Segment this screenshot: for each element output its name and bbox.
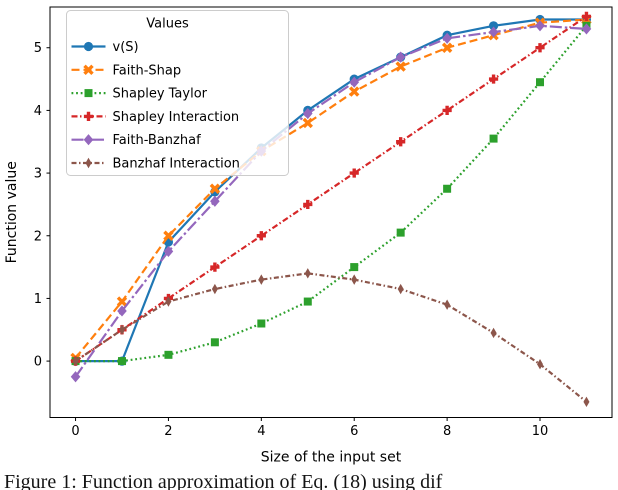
y-axis-ticks: 0 1 2 3 4 5 xyxy=(34,41,50,370)
y-tick-label: 4 xyxy=(34,104,42,119)
line-v-s xyxy=(75,18,587,363)
legend-item-shapley-interaction: Shapley Interaction xyxy=(71,110,240,125)
x-tick-label: 0 xyxy=(71,424,79,439)
legend-label: Banzhaf Interaction xyxy=(113,157,240,172)
line-faith-shap xyxy=(74,18,587,359)
legend-box xyxy=(66,10,289,176)
line-shapley-interaction xyxy=(74,15,588,363)
line-shapley-taylor xyxy=(75,25,588,363)
legend-label: Shapley Interaction xyxy=(113,110,240,125)
legend: Values v(S) Faith-Shap Shapley Taylor Shaple… xyxy=(66,10,289,176)
legend-label: v(S) xyxy=(113,40,139,55)
figure-caption: Figure 1: Function approximation of Eq. … xyxy=(4,471,443,490)
x-tick-label: 6 xyxy=(350,424,358,439)
plot-border xyxy=(49,6,613,418)
axes: 0 2 4 6 8 10 0 1 2 3 4 5 Size of the input set Functi… xyxy=(4,6,613,466)
y-axis-label: Function value xyxy=(4,161,20,263)
legend-label: Faith-Shap xyxy=(113,63,182,78)
legend-label: Shapley Taylor xyxy=(113,87,208,102)
legend-item-faith-shap: Faith-Shap xyxy=(71,63,182,78)
legend-label: Faith-Banzhaf xyxy=(113,133,202,148)
legend-item-shapley-taylor: Shapley Taylor xyxy=(71,87,208,102)
line-faith-banzhaf xyxy=(74,24,587,378)
y-tick-label: 3 xyxy=(34,167,42,182)
legend-item-faith-banzhaf: Faith-Banzhaf xyxy=(71,133,202,148)
y-tick-label: 0 xyxy=(34,355,42,370)
y-tick-label: 5 xyxy=(34,41,42,56)
x-tick-label: 10 xyxy=(532,424,549,439)
x-tick-label: 8 xyxy=(443,424,451,439)
series-shapley-interaction xyxy=(70,11,592,366)
y-tick-label: 1 xyxy=(34,292,42,307)
line-chart: 0 2 4 6 8 10 0 1 2 3 4 5 Size of the input set Functi… xyxy=(4,6,613,466)
x-tick-label: 4 xyxy=(257,424,265,439)
legend-item-v-s: v(S) xyxy=(71,40,139,55)
line-banzhaf-interaction xyxy=(74,272,588,403)
x-axis-label: Size of the input set xyxy=(261,450,402,466)
y-tick-label: 2 xyxy=(34,229,42,244)
legend-title: Values xyxy=(146,17,189,32)
x-axis-ticks: 0 2 4 6 8 10 xyxy=(71,417,549,439)
markers-banzhaf-interaction xyxy=(72,268,590,408)
legend-item-banzhaf-interaction: Banzhaf Interaction xyxy=(71,157,240,172)
x-tick-label: 2 xyxy=(164,424,172,439)
markers-shapley-interaction xyxy=(70,11,592,366)
series-banzhaf-interaction xyxy=(72,268,590,408)
